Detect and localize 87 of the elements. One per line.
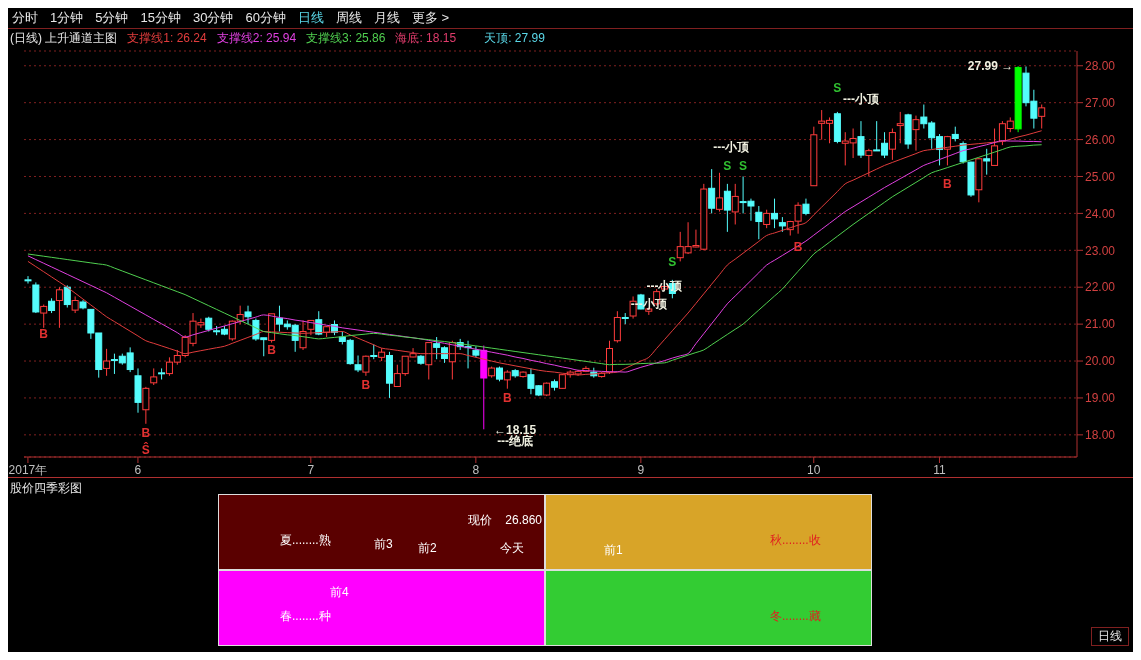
text: 月线 [373,9,400,27]
candlestick [755,205,763,240]
candlestick [55,286,63,329]
x-tick-label: 9 [637,462,645,477]
text: 股价四季彩图 [10,480,82,497]
annotation: B [141,426,151,441]
candlestick [425,342,433,380]
candlestick [896,111,904,144]
text: 前3 [374,536,393,553]
text: 60分钟 [245,9,286,27]
y-tick-label: 28.00 [1085,59,1116,74]
text: 春........种 [280,608,331,625]
candlestick [912,115,920,152]
text: 支撑线3: 25.86 [306,29,386,47]
text: 支撑线1: 26.24 [127,29,207,47]
candlestick [888,128,896,161]
candlestick [723,183,731,233]
text: 海底: 18.15 [395,29,457,47]
candlestick [24,275,32,285]
text: 前4 [330,584,349,601]
y-tick-label: 18.00 [1085,428,1116,443]
text: 现价 26.860 [468,512,543,529]
annotation: B [39,326,49,341]
candlestick [708,168,716,214]
annotation: B [943,177,952,192]
text: 30分钟 [192,9,234,27]
text: 秋........收 [770,532,821,549]
y-tick-label: 19.00 [1085,391,1116,406]
candlestick [354,355,362,373]
candlestick [865,148,873,177]
candlestick [244,305,252,325]
text: 冬........藏 [770,608,821,625]
text: 日线 [1091,627,1129,646]
y-tick-label: 24.00 [1085,206,1116,221]
y-tick-label: 21.00 [1085,317,1116,332]
text: 天顶: 27.99 [484,29,545,47]
annotation: Ŝ [141,441,150,457]
text: 前2 [418,540,437,557]
candlestick [142,386,150,425]
text: 更多 > [411,9,450,27]
text: 1分钟 [50,9,84,27]
text: 5分钟 [95,9,129,27]
text: 前1 [604,542,623,559]
candlestick [1038,104,1046,130]
text: 分时 [12,9,38,27]
y-tick-label: 26.00 [1085,132,1116,147]
y-tick-label: 23.00 [1085,243,1116,258]
y-tick-label: 20.00 [1085,354,1116,369]
annotation: S [668,254,677,269]
text: 支撑线2: 25.94 [216,29,297,47]
annotation: 27.99 → [967,59,1014,74]
candlestick [857,120,865,159]
x-tick-label: 7 [307,462,315,477]
x-tick-label: 8 [472,462,480,477]
annotation: B [361,378,371,393]
annotation: S [739,158,748,173]
x-tick-label: 6 [134,462,142,477]
text: 夏........熟 [280,532,331,549]
annotation: B [502,391,512,406]
annotation: B [267,343,277,358]
annotation: S [723,158,732,173]
candlestick [716,172,724,213]
chart-title: (日线) 上升通道主图 [10,29,118,47]
candlestick [503,369,511,390]
candlestick [103,348,111,377]
text: 15分钟 [140,9,181,27]
candlestick [771,198,779,229]
y-tick-label: 27.00 [1085,95,1116,110]
candlestick [613,310,621,344]
text: 周线 [335,9,362,27]
annotation: ---小顶 [713,140,751,155]
x-tick-label: 2017年 [8,462,48,477]
candlestick [63,284,71,309]
y-tick-label: 25.00 [1085,169,1116,184]
candlestick [40,304,48,329]
candlestick [763,209,771,229]
candlestick [606,340,614,375]
candlestick [991,128,999,166]
text: 今天 [500,540,524,557]
candlestick [731,183,739,225]
annotation: ---小顶 [842,92,880,107]
text: 日线 [297,9,324,27]
candlestick [983,148,991,176]
y-tick-label: 22.00 [1085,280,1116,295]
x-tick-label: 11 [933,462,947,477]
x-tick-label: 10 [807,462,821,477]
annotation: S [833,81,842,96]
